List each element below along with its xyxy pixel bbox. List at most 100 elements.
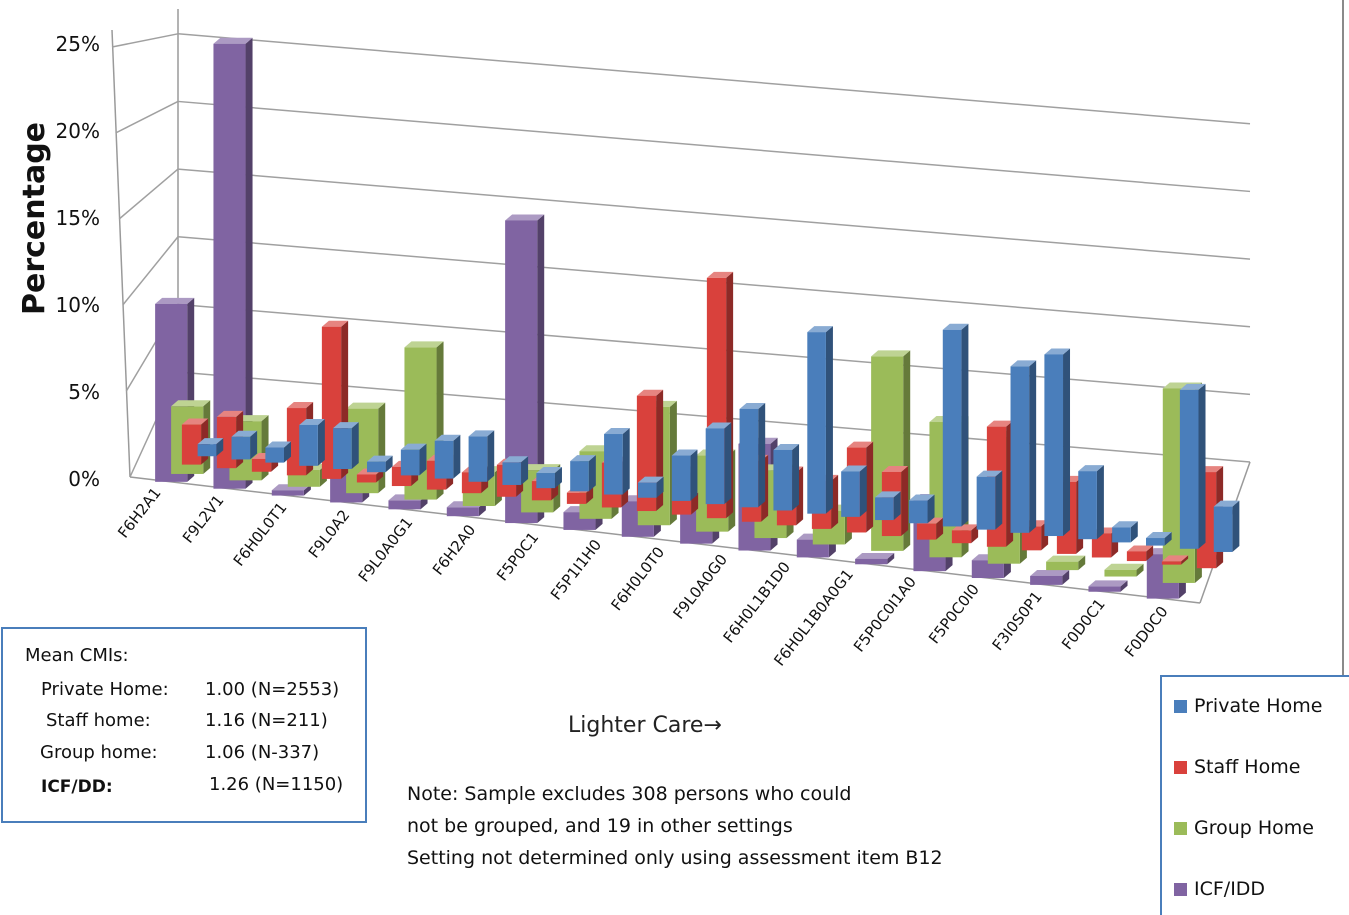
cmi-value: 1.26 (N=1150) bbox=[209, 774, 344, 795]
bar-side bbox=[1063, 348, 1071, 537]
bar-top bbox=[1088, 580, 1128, 587]
bar-side bbox=[866, 441, 874, 533]
bar-side bbox=[1078, 555, 1086, 571]
bar-top bbox=[773, 443, 800, 450]
bar-side bbox=[521, 456, 529, 485]
bar bbox=[671, 449, 698, 501]
bar-side bbox=[1232, 500, 1240, 552]
bar-front bbox=[366, 461, 386, 473]
cmi-value: 1.00 (N=2553) bbox=[205, 679, 340, 700]
bar-front bbox=[971, 560, 1004, 579]
bar-top bbox=[871, 350, 911, 357]
bar-top bbox=[570, 455, 596, 462]
sample-note: Note: Sample excludes 308 persons who co… bbox=[407, 778, 943, 874]
bar-side bbox=[1164, 532, 1172, 546]
bar-front bbox=[1213, 506, 1233, 552]
mean-cmi-title: Mean CMIs: bbox=[25, 645, 129, 666]
bar-front bbox=[807, 332, 826, 514]
bar-side bbox=[283, 441, 291, 463]
legend-label: Group Home bbox=[1194, 817, 1314, 839]
bar-side bbox=[216, 438, 224, 457]
bar bbox=[1104, 563, 1144, 577]
bar-front bbox=[604, 434, 623, 495]
bar-side bbox=[825, 326, 833, 514]
bar-top bbox=[1126, 545, 1154, 552]
bar bbox=[299, 418, 325, 466]
bar bbox=[841, 465, 867, 517]
bar bbox=[1213, 500, 1240, 552]
bar-top bbox=[1146, 532, 1172, 539]
bar-top bbox=[505, 214, 545, 221]
bar bbox=[604, 428, 630, 495]
bar bbox=[855, 552, 895, 565]
bar-side bbox=[351, 422, 359, 470]
bar-top bbox=[1112, 521, 1138, 528]
x-tick-label: F9L0A0G0 bbox=[669, 551, 731, 623]
bar-side bbox=[1062, 569, 1070, 585]
x-tick-label: F6H2A0 bbox=[429, 521, 479, 578]
bar-front bbox=[265, 447, 284, 463]
bar-front bbox=[216, 416, 237, 469]
bar bbox=[1044, 348, 1071, 537]
bar-top bbox=[1078, 465, 1104, 472]
bar-front bbox=[388, 500, 421, 510]
bar-top bbox=[671, 449, 698, 456]
bar-side bbox=[245, 37, 253, 489]
bar-front bbox=[908, 500, 928, 524]
bar-side bbox=[250, 430, 258, 460]
bar-top bbox=[536, 467, 562, 474]
bar bbox=[468, 430, 495, 482]
y-axis-ticks: 0% 5% 10% 15% 20% 25% bbox=[56, 32, 100, 491]
bar-top bbox=[706, 271, 734, 278]
cmi-label: Staff home: bbox=[46, 710, 151, 731]
bar-top bbox=[346, 402, 386, 409]
bar bbox=[570, 455, 596, 492]
bar-top bbox=[333, 422, 359, 429]
bar-top bbox=[807, 326, 833, 333]
bar-top bbox=[231, 430, 258, 437]
bar-side bbox=[419, 443, 427, 476]
bar-front bbox=[1091, 533, 1112, 558]
y-tick-label: 0% bbox=[68, 467, 100, 491]
bar-side bbox=[1029, 360, 1037, 533]
bar-side bbox=[927, 494, 935, 524]
bar-top bbox=[366, 455, 393, 462]
bar bbox=[1112, 521, 1138, 543]
x-tick-label: F5P0C0I0 bbox=[925, 580, 983, 647]
bar-front bbox=[1146, 538, 1165, 546]
bar-top bbox=[846, 441, 874, 448]
x-tick-label: F0D0C0 bbox=[1121, 603, 1172, 661]
bar-side bbox=[385, 455, 393, 473]
bar bbox=[1046, 555, 1086, 571]
bar-front bbox=[942, 329, 962, 527]
legend-label: Staff Home bbox=[1194, 756, 1301, 778]
bar bbox=[265, 441, 291, 463]
bar-side bbox=[971, 524, 979, 544]
note-line: not be grouped, and 19 in other settings bbox=[407, 815, 793, 837]
bar bbox=[197, 438, 224, 457]
x-tick-label: F5P0C1 bbox=[493, 529, 542, 585]
bar bbox=[434, 434, 461, 479]
note-line: Note: Sample excludes 308 persons who co… bbox=[407, 783, 852, 805]
bar bbox=[536, 467, 562, 489]
bar-top bbox=[1179, 383, 1206, 390]
legend-swatch bbox=[1174, 822, 1187, 835]
bar-front bbox=[1161, 561, 1182, 565]
bar-top bbox=[434, 434, 461, 441]
bar bbox=[1146, 532, 1172, 546]
bar-side bbox=[724, 422, 732, 505]
bar-side bbox=[893, 491, 901, 521]
bar-side bbox=[1181, 555, 1189, 565]
bar-front bbox=[536, 473, 555, 489]
cmi-label: Private Home: bbox=[41, 679, 169, 700]
bar bbox=[705, 422, 732, 505]
bar-top bbox=[705, 422, 732, 429]
note-line: Setting not determined only using assess… bbox=[407, 847, 943, 869]
plot-border bbox=[1342, 0, 1344, 915]
legend-swatch bbox=[1174, 761, 1187, 774]
bar bbox=[807, 326, 833, 514]
bar-front bbox=[400, 449, 420, 476]
bars bbox=[155, 37, 1240, 599]
bar-side bbox=[487, 430, 495, 482]
bar-top bbox=[181, 418, 209, 425]
